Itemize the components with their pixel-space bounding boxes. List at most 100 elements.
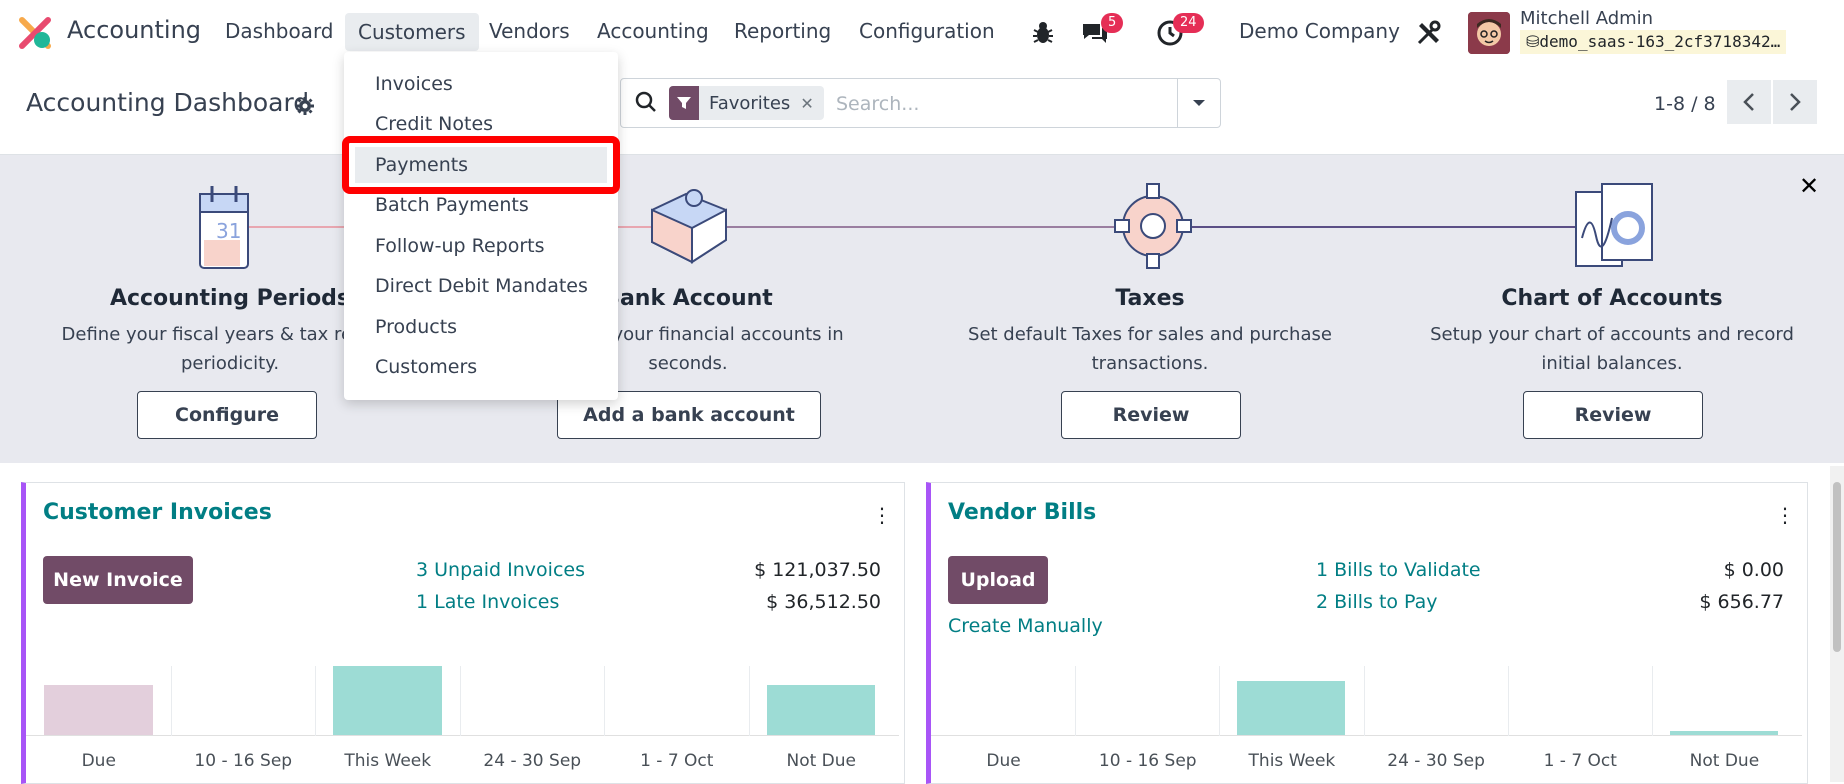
customer-invoices-chart[interactable]: Due 10 - 16 Sep This Week 24 - 30 Sep 1 - 7 … [26, 483, 899, 783]
debug-bug-icon[interactable] [1028, 18, 1058, 48]
top-navbar: Accounting Dashboard Customers Vendors A… [0, 0, 1844, 66]
desc-line: initial balances. [1541, 353, 1683, 374]
bills-to-pay-link[interactable]: 2 Bills to Pay [1316, 591, 1438, 613]
close-onboarding-icon[interactable]: ✕ [1799, 172, 1820, 200]
create-manually-link[interactable]: Create Manually [948, 615, 1103, 637]
desc-line: periodicity. [180, 353, 280, 374]
chart-column-separator [1651, 666, 1653, 736]
configure-button[interactable]: Configure [137, 391, 317, 439]
calendar-day: 31 [216, 219, 241, 243]
menu-item-credit-notes[interactable]: Credit Notes [375, 113, 494, 135]
search-icon[interactable] [635, 91, 657, 113]
app-name[interactable]: Accounting [67, 16, 202, 44]
puzzle-illustration-icon [651, 189, 727, 264]
upload-button[interactable]: Upload [948, 556, 1048, 604]
pager-next-button[interactable] [1773, 80, 1817, 124]
chart-x-label: 10 - 16 Sep [194, 751, 293, 771]
messages-icon[interactable] [1080, 18, 1110, 48]
menu-item-payments[interactable]: Payments [375, 154, 469, 176]
chart-baseline [931, 735, 1802, 736]
nav-customers[interactable]: Customers [345, 13, 479, 51]
chart-column-separator [1507, 666, 1509, 736]
chart-column-separator [1219, 666, 1221, 736]
chart-column-separator [604, 666, 605, 736]
chart-x-label: Due [986, 751, 1021, 771]
control-panel: Accounting Dashboard Favorites ✕ 1-8 / 8 [0, 66, 1844, 155]
caret-down-icon [1193, 100, 1205, 106]
step-title-bank-account: Bank Account [603, 286, 773, 311]
pager-value[interactable]: 1-8 / 8 [1654, 93, 1716, 115]
activities-badge: 24 [1173, 13, 1204, 33]
chart-bar[interactable] [1237, 681, 1346, 735]
search-options-toggle[interactable] [1177, 79, 1220, 127]
step-title-chart-of-accounts: Chart of Accounts [1501, 286, 1723, 311]
new-invoice-button[interactable]: New Invoice [43, 556, 193, 604]
step-desc-taxes: Set default Taxes for sales and purchase… [920, 320, 1380, 378]
chart-x-label: Not Due [786, 751, 856, 771]
card-title[interactable]: Vendor Bills [948, 500, 1097, 525]
chart-column-separator [1075, 666, 1077, 736]
chart-bar[interactable] [44, 684, 153, 735]
chart-x-label: Not Due [1689, 751, 1760, 771]
card-options-icon[interactable]: ⋮ [872, 503, 892, 527]
card-options-icon[interactable]: ⋮ [1775, 503, 1795, 527]
messages-badge: 5 [1101, 13, 1124, 33]
customers-dropdown-menu: Invoices Credit Notes Payments Batch Pay… [342, 52, 620, 400]
scrollbar-thumb[interactable] [1833, 482, 1841, 652]
nav-reporting[interactable]: Reporting [734, 19, 832, 43]
calendar-illustration-icon: 31 [199, 186, 249, 269]
menu-item-direct-debit-mandates[interactable]: Direct Debit Mandates [375, 275, 588, 297]
step-title-accounting-periods: Accounting Periods [109, 286, 351, 311]
user-name[interactable]: Mitchell Admin [1520, 8, 1654, 29]
taxes-review-button[interactable]: Review [1061, 391, 1241, 439]
menu-item-invoices[interactable]: Invoices [375, 73, 453, 95]
chart-x-label: 10 - 16 Sep [1098, 751, 1197, 771]
chart-of-accounts-review-button[interactable]: Review [1523, 391, 1703, 439]
vendor-bills-chart[interactable]: Due 10 - 16 Sep This Week 24 - 30 Sep 1 - 7 … [931, 483, 1802, 783]
database-name-text: demo_saas-163_2cf3718342… [1539, 32, 1781, 51]
late-invoices-link[interactable]: 1 Late Invoices [416, 591, 560, 613]
menu-item-products[interactable]: Products [375, 316, 458, 338]
desc-line: Define your fiscal years & tax returns [61, 324, 399, 345]
late-invoices-amount: $ 36,512.50 [766, 591, 881, 613]
chart-bar[interactable] [1669, 731, 1778, 735]
company-switcher[interactable]: Demo Company [1239, 19, 1400, 43]
user-avatar[interactable] [1468, 12, 1510, 54]
step-desc-chart-of-accounts: Setup your chart of accounts and record i… [1382, 320, 1842, 378]
card-title[interactable]: Customer Invoices [43, 500, 272, 525]
customer-invoices-card: Customer Invoices ⋮ New Invoice 3 Unpaid… [21, 482, 905, 784]
chart-column-separator [748, 666, 750, 736]
desc-line: Set default Taxes for sales and purchase [968, 324, 1332, 345]
gear-illustration-icon [1114, 183, 1192, 269]
nav-dashboard[interactable]: Dashboard [225, 19, 334, 43]
facet-remove-icon[interactable]: ✕ [800, 93, 814, 113]
page-scrollbar[interactable] [1830, 466, 1844, 782]
nav-accounting[interactable]: Accounting [597, 19, 709, 43]
filter-icon [669, 86, 699, 120]
app-logo-icon[interactable] [18, 16, 52, 50]
nav-vendors[interactable]: Vendors [489, 19, 570, 43]
activities-clock-icon[interactable] [1155, 18, 1185, 48]
payments-highlight-box [342, 136, 620, 194]
menu-item-batch-payments[interactable]: Batch Payments [375, 194, 529, 216]
menu-item-hover-bg [355, 147, 607, 183]
pager-previous-button[interactable] [1727, 80, 1771, 124]
page-title: Accounting Dashboard [26, 88, 310, 117]
settings-gear-icon[interactable] [295, 96, 315, 116]
bills-to-validate-link[interactable]: 1 Bills to Validate [1316, 559, 1481, 581]
desc-line: transactions. [1091, 353, 1209, 374]
menu-item-customers[interactable]: Customers [375, 356, 478, 378]
tools-icon[interactable] [1414, 18, 1444, 48]
chart-bar[interactable] [766, 684, 875, 735]
search-facet-favorites: Favorites ✕ [669, 86, 824, 120]
facet-label: Favorites [709, 92, 791, 114]
chevron-left-icon [1743, 93, 1754, 111]
chart-x-label: 24 - 30 Sep [1387, 751, 1485, 771]
step-connector [1152, 226, 1612, 228]
search-input[interactable] [834, 87, 1198, 121]
menu-item-follow-up-reports[interactable]: Follow-up Reports [375, 235, 545, 257]
unpaid-invoices-link[interactable]: 3 Unpaid Invoices [416, 559, 585, 581]
bills-to-validate-amount: $ 0.00 [1723, 559, 1784, 581]
nav-configuration[interactable]: Configuration [859, 19, 995, 43]
chart-bar[interactable] [333, 665, 442, 735]
